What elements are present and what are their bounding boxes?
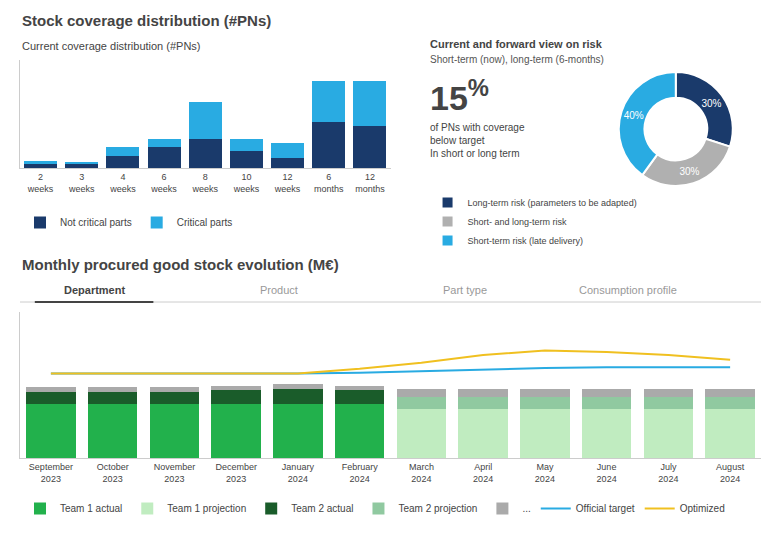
svg-text:Not critical parts: Not critical parts bbox=[60, 217, 132, 228]
svg-text:30%: 30% bbox=[701, 98, 721, 109]
svg-text:June2024: June2024 bbox=[597, 462, 617, 484]
svg-text:40%: 40% bbox=[624, 110, 644, 121]
svg-text:Team 1 actual: Team 1 actual bbox=[60, 503, 122, 514]
svg-text:Part type: Part type bbox=[443, 284, 487, 296]
svg-text:of PNs with coveragebelow targ: of PNs with coveragebelow targetIn short… bbox=[430, 122, 525, 159]
svg-text:6months: 6months bbox=[314, 172, 344, 194]
svg-text:Team 1 projection: Team 1 projection bbox=[167, 503, 246, 514]
svg-text:October2023: October2023 bbox=[97, 462, 129, 484]
svg-text:Product: Product bbox=[260, 284, 298, 296]
svg-text:November2023: November2023 bbox=[154, 462, 196, 484]
svg-text:8weeks: 8weeks bbox=[191, 172, 218, 194]
svg-text:Short- and long-term risk: Short- and long-term risk bbox=[468, 217, 568, 227]
svg-text:Team 2 projection: Team 2 projection bbox=[398, 503, 477, 514]
svg-text:...: ... bbox=[522, 503, 530, 514]
svg-text:4weeks: 4weeks bbox=[109, 172, 136, 194]
svg-text:January2024: January2024 bbox=[282, 462, 315, 484]
svg-text:Stock coverage distribution (#: Stock coverage distribution (#PNs) bbox=[22, 12, 271, 29]
svg-text:Team 2 actual: Team 2 actual bbox=[291, 503, 353, 514]
svg-text:July2024: July2024 bbox=[658, 462, 678, 484]
svg-text:Department: Department bbox=[64, 284, 125, 296]
svg-text:6weeks: 6weeks bbox=[150, 172, 177, 194]
svg-text:Consumption profile: Consumption profile bbox=[579, 284, 677, 296]
svg-text:10weeks: 10weeks bbox=[233, 172, 260, 194]
svg-text:12weeks: 12weeks bbox=[274, 172, 301, 194]
svg-text:Official target: Official target bbox=[576, 503, 635, 514]
svg-text:Long-term risk (parameters to: Long-term risk (parameters to be adapted… bbox=[468, 198, 637, 208]
svg-text:September2023: September2023 bbox=[29, 462, 73, 484]
svg-text:Optimized: Optimized bbox=[680, 503, 725, 514]
svg-text:August2024: August2024 bbox=[716, 462, 745, 484]
svg-text:3weeks: 3weeks bbox=[68, 172, 95, 194]
svg-text:12months: 12months bbox=[355, 172, 385, 194]
svg-text:Short-term (now), long-term (6: Short-term (now), long-term (6-months) bbox=[430, 54, 604, 65]
svg-text:February2024: February2024 bbox=[342, 462, 379, 484]
svg-text:Short-term risk (late delivery: Short-term risk (late delivery) bbox=[468, 236, 584, 246]
svg-text:December2023: December2023 bbox=[215, 462, 257, 484]
svg-text:Current coverage distribution: Current coverage distribution (#PNs) bbox=[22, 40, 201, 52]
svg-text:May2024: May2024 bbox=[535, 462, 555, 484]
svg-text:30%: 30% bbox=[679, 166, 699, 177]
svg-text:2weeks: 2weeks bbox=[27, 172, 54, 194]
svg-text:April2024: April2024 bbox=[473, 462, 493, 484]
svg-text:Current and forward view on ri: Current and forward view on risk bbox=[430, 38, 603, 50]
svg-text:Critical parts: Critical parts bbox=[177, 217, 233, 228]
svg-text:March2024: March2024 bbox=[409, 462, 434, 484]
svg-text:15​%​: 15​%​ bbox=[430, 74, 489, 117]
svg-text:Monthly procured good stock ev: Monthly procured good stock evolution (M… bbox=[22, 256, 339, 273]
